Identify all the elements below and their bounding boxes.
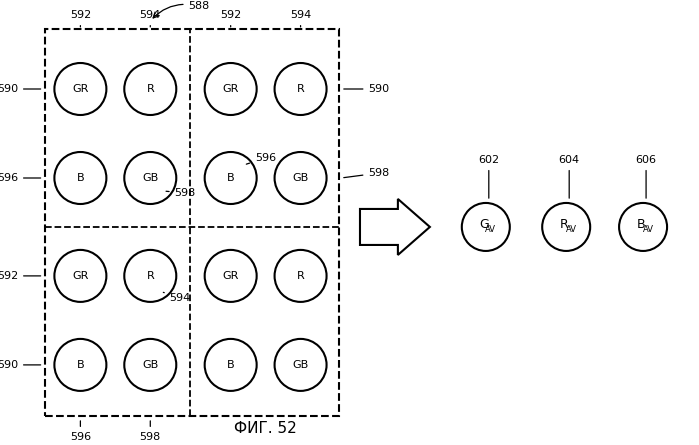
Text: 594: 594: [140, 10, 161, 27]
Text: AV: AV: [485, 226, 496, 235]
Circle shape: [619, 203, 667, 251]
Circle shape: [55, 63, 106, 115]
Text: 590: 590: [344, 84, 389, 94]
Text: AV: AV: [565, 226, 577, 235]
Circle shape: [542, 203, 590, 251]
Circle shape: [205, 152, 257, 204]
Text: GB: GB: [142, 173, 159, 183]
Text: 602: 602: [478, 155, 499, 198]
Text: GB: GB: [142, 360, 159, 370]
Text: G: G: [479, 218, 489, 231]
Text: 598: 598: [344, 168, 389, 178]
Text: 590: 590: [0, 360, 41, 370]
Text: GB: GB: [292, 360, 309, 370]
Circle shape: [462, 203, 510, 251]
Circle shape: [205, 339, 257, 391]
Text: B: B: [77, 173, 84, 183]
Text: B: B: [227, 360, 234, 370]
Text: B: B: [77, 360, 84, 370]
Text: 606: 606: [635, 155, 656, 198]
Circle shape: [124, 63, 176, 115]
Circle shape: [275, 63, 326, 115]
Text: GR: GR: [222, 84, 239, 94]
Circle shape: [55, 250, 106, 302]
Circle shape: [275, 250, 326, 302]
Text: R: R: [296, 271, 305, 281]
Text: R: R: [560, 218, 568, 231]
Circle shape: [55, 339, 106, 391]
Text: 596: 596: [246, 153, 276, 164]
Text: 592: 592: [220, 10, 241, 27]
Text: 594: 594: [164, 292, 191, 303]
Text: 588: 588: [153, 1, 210, 18]
Text: 592: 592: [0, 271, 41, 281]
Text: 598: 598: [166, 188, 196, 198]
Circle shape: [124, 339, 176, 391]
Circle shape: [205, 250, 257, 302]
Circle shape: [205, 63, 257, 115]
Text: R: R: [146, 84, 154, 94]
Circle shape: [275, 339, 326, 391]
Circle shape: [55, 152, 106, 204]
Text: R: R: [146, 271, 154, 281]
Text: 598: 598: [140, 421, 161, 442]
Text: GB: GB: [292, 173, 309, 183]
Text: GR: GR: [72, 271, 89, 281]
Text: B: B: [227, 173, 234, 183]
Text: 596: 596: [70, 421, 91, 442]
Text: 596: 596: [0, 173, 41, 183]
Text: ФИГ. 52: ФИГ. 52: [234, 421, 297, 436]
Text: B: B: [637, 218, 645, 231]
Text: 594: 594: [290, 10, 311, 27]
Text: 604: 604: [559, 155, 579, 198]
Circle shape: [124, 152, 176, 204]
Text: AV: AV: [642, 226, 654, 235]
Text: 590: 590: [0, 84, 41, 94]
Polygon shape: [360, 199, 430, 255]
Text: R: R: [296, 84, 305, 94]
Text: GR: GR: [222, 271, 239, 281]
Circle shape: [275, 152, 326, 204]
Text: GR: GR: [72, 84, 89, 94]
Circle shape: [124, 250, 176, 302]
Text: 592: 592: [70, 10, 91, 27]
